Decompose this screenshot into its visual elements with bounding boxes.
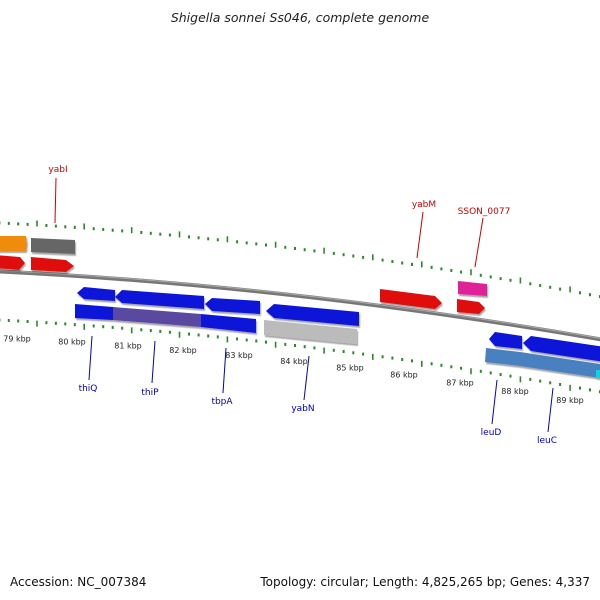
map-title: Shigella sonnei Ss046, complete genome — [170, 10, 430, 25]
scale-label: 80 kbp — [58, 337, 86, 346]
scale-label: 85 kbp — [336, 363, 364, 372]
gene-label-yabN[interactable]: yabN — [291, 404, 314, 414]
gene-label-thiP[interactable]: thiP — [141, 388, 159, 398]
genome-backbone-highlight — [0, 269, 600, 339]
gene-blue-leuD-upper[interactable] — [489, 332, 522, 349]
gene-pink-SSON_0077[interactable] — [458, 281, 487, 296]
scale-label: 87 kbp — [446, 378, 474, 387]
gene-cyan-edge[interactable] — [596, 370, 600, 378]
gene-blue-leuC-upper[interactable] — [523, 336, 600, 362]
scale-label: 81 kbp — [114, 341, 142, 350]
gene-red-forward-3[interactable] — [457, 299, 485, 314]
gene-orange-forward[interactable] — [0, 236, 27, 251]
gene-steel-leuD-lower[interactable] — [485, 348, 520, 366]
gene-red-yabM[interactable] — [380, 289, 442, 309]
scale-label: 82 kbp — [169, 346, 197, 355]
gene-blue-tbpA-upper[interactable] — [205, 298, 260, 314]
scale-label: 79 kbp — [3, 334, 31, 343]
reverse-gene-track — [75, 287, 600, 378]
gene-blue-yabN-upper[interactable] — [266, 304, 359, 326]
scale-label: 86 kbp — [390, 370, 418, 379]
forward-gene-track — [0, 236, 487, 314]
gene-label-tbpA[interactable]: tbpA — [211, 397, 233, 407]
reverse-label-track: thiQ thiP tbpA yabN leuD leuC — [79, 335, 557, 446]
gene-label-thiQ[interactable]: thiQ — [79, 384, 98, 394]
scale-label: 89 kbp — [556, 396, 584, 405]
scale-label: 84 kbp — [280, 357, 308, 366]
gene-blue-thiQ-lower[interactable] — [75, 304, 113, 320]
forward-tick-track — [0, 220, 600, 299]
gene-label-yabI[interactable]: yabI — [48, 165, 67, 175]
gene-blue-tbpA-lower[interactable] — [201, 314, 256, 333]
gene-label-SSON_0077[interactable]: SSON_0077 — [458, 207, 511, 217]
gene-blue-thiQ-upper[interactable] — [77, 287, 115, 301]
scale-label: 88 kbp — [501, 387, 529, 396]
gene-purple-thiP-lower[interactable] — [113, 307, 201, 327]
gene-label-leuD[interactable]: leuD — [481, 428, 502, 438]
reverse-tick-track — [0, 318, 600, 394]
gene-label-leuC[interactable]: leuC — [537, 436, 557, 446]
forward-label-track: yabI yabM SSON_0077 — [48, 165, 511, 268]
gene-red-forward-2[interactable] — [31, 257, 74, 272]
genome-backbone — [0, 269, 600, 342]
gene-red-forward-1[interactable] — [0, 255, 25, 270]
gene-gray-yabN-lower[interactable] — [264, 320, 357, 344]
accession-text: Accession: NC_007384 — [10, 575, 147, 589]
gene-dark-gray-forward[interactable] — [31, 238, 75, 254]
scale-label-track: 79 kbp 80 kbp 81 kbp 82 kbp 83 kbp 84 kbp 85 k… — [3, 334, 584, 405]
gene-steel-leuC-lower[interactable] — [520, 352, 600, 378]
genome-summary-text: Topology: circular; Length: 4,825,265 bp… — [260, 575, 590, 589]
gene-blue-thiP-upper[interactable] — [115, 290, 204, 309]
scale-label: 83 kbp — [225, 351, 253, 360]
gene-label-yabM[interactable]: yabM — [412, 200, 436, 210]
